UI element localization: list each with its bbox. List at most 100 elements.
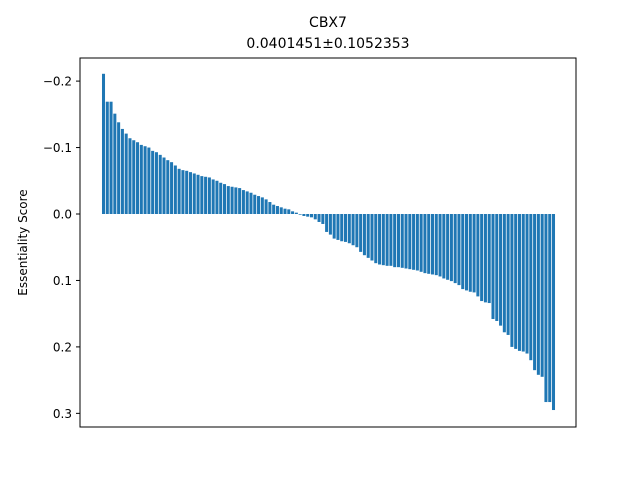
bar [309,214,313,218]
bar [223,184,227,214]
bar [483,214,487,303]
bar [514,214,518,349]
bar [540,214,544,377]
bar [389,214,393,266]
bar [151,150,155,214]
bar [317,214,321,222]
bar [408,214,412,270]
bar [506,214,510,335]
bar [128,138,132,214]
bar [188,172,192,214]
bar [332,214,336,239]
bar [109,101,113,214]
bar [291,211,295,214]
bar [200,176,204,214]
bar [446,214,450,280]
bar [412,214,416,270]
bar [101,73,106,214]
bar [204,176,208,214]
bar [438,214,442,277]
bar [105,101,109,214]
bar [219,182,223,214]
bar [351,214,355,246]
bar [120,128,124,214]
bar [510,214,514,347]
bar [480,214,484,302]
bar [378,214,382,265]
bar [347,214,351,244]
bar [162,157,166,214]
bar [344,214,348,242]
bar [359,214,363,252]
bar [461,214,465,290]
bar [177,168,181,214]
y-tick-label: −0.2 [43,75,72,89]
bar [548,214,552,403]
chart-subtitle: 0.0401451±0.1052353 [246,36,409,52]
bar [340,214,344,242]
bar [385,214,389,266]
bar [427,214,431,274]
bar [423,214,427,274]
bar [536,214,540,375]
bar [419,214,423,272]
bar [298,214,302,215]
bar [502,214,506,333]
plot-frame [79,57,577,428]
bar-series [101,73,556,411]
bar [245,191,249,214]
bar [415,214,419,271]
y-axis: −0.2 −0.1 0.0 0.1 0.2 0.3 [43,75,80,421]
bar [196,174,200,214]
bar [525,214,529,354]
bar [287,209,291,214]
bar [279,207,283,214]
bar [257,196,261,214]
bar [166,160,170,214]
bar [529,214,533,361]
bar [275,206,279,214]
y-tick-label: 0.2 [53,340,72,354]
bar [230,186,234,214]
bar [181,170,185,214]
bar [325,214,329,232]
y-tick-label: 0.3 [53,407,72,421]
chart-title: CBX7 [309,15,347,31]
bar [211,179,215,214]
bar [302,214,306,216]
bar [283,208,287,214]
bar [400,214,404,268]
bar [294,212,298,214]
bar [472,214,476,293]
bar [442,214,446,279]
bar [192,173,196,214]
bar [241,190,245,214]
bar [113,113,117,214]
bar [306,214,310,217]
bar [207,177,211,214]
bar [173,165,177,214]
bar [487,214,491,304]
bar [226,186,230,214]
bar [272,204,276,214]
bar [147,147,151,214]
bar [430,214,435,275]
bar [124,133,128,214]
bar [393,214,397,268]
y-tick-label: −0.1 [43,141,72,155]
bar [396,214,400,268]
y-axis-label: Essentiality Score [16,189,30,295]
bar [264,199,268,214]
bar [381,214,385,266]
bar [434,214,438,276]
bar [253,194,257,214]
bar [499,214,503,326]
bar [370,214,374,261]
bar [238,188,242,214]
bar [321,214,325,224]
bar [260,197,264,214]
bar [154,152,158,214]
bar [533,214,537,371]
bar [404,214,408,269]
